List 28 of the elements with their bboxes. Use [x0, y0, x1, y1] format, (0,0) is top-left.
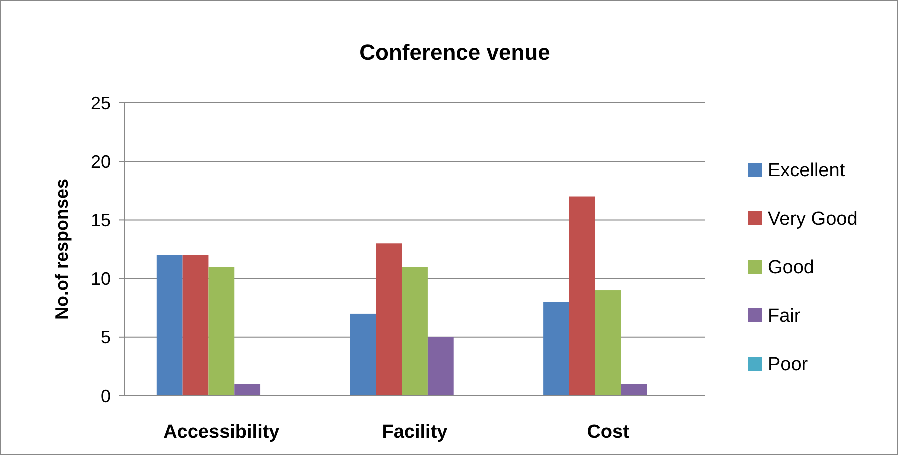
y-tick-label: 20	[90, 152, 111, 172]
legend-label: Excellent	[768, 160, 846, 182]
chart-title: Conference venue	[360, 40, 550, 65]
y-axis-title: No.of responses	[52, 178, 72, 320]
legend-label: Fair	[768, 306, 802, 328]
bar	[595, 290, 622, 396]
bar	[234, 384, 261, 396]
bar	[376, 244, 402, 396]
y-tick-label: 15	[90, 210, 111, 230]
y-tick-label: 25	[90, 93, 111, 114]
bar	[569, 196, 596, 396]
bar	[182, 255, 209, 396]
legend-label: Poor	[768, 354, 809, 376]
x-tick-label: Accessibility	[164, 422, 280, 443]
x-tick-label: Cost	[587, 422, 630, 443]
y-tick-label: 10	[90, 269, 111, 290]
bar	[621, 384, 648, 396]
bar	[544, 302, 570, 396]
bar	[156, 255, 183, 396]
bar	[402, 267, 428, 396]
bar	[208, 267, 235, 396]
bar	[350, 314, 376, 396]
y-tick-label: 0	[100, 386, 111, 406]
legend-label: Good	[768, 258, 814, 279]
bar	[428, 337, 454, 396]
y-tick-label: 5	[100, 328, 111, 348]
x-tick-label: Facility	[382, 422, 448, 443]
legend-label: Very Good	[768, 209, 858, 230]
